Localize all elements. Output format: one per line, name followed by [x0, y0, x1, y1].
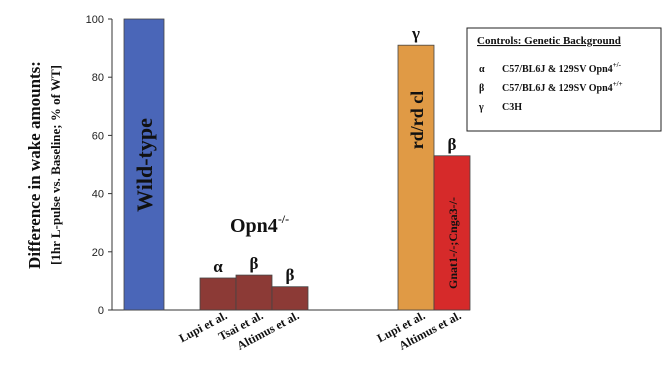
y-axis-label-line2: [1hr L-pulse vs. Baseline; % of WT] [48, 65, 63, 265]
legend-title: Controls: Genetic Background [477, 35, 621, 47]
bar-marker-gnat-altimus: β [448, 135, 457, 154]
bar-wt [123, 18, 165, 311]
legend-entry-label: C3H [502, 102, 522, 113]
legend-symbol: α [479, 64, 485, 75]
legend-entry-sup: +/+ [613, 80, 623, 88]
bar-inner-label-gnat-altimus: Gnat1-/-;Cnga3-/- [446, 197, 460, 289]
legend-symbol: γ [478, 102, 484, 113]
legend-symbol: β [479, 83, 484, 94]
bar-rd-lupi [397, 44, 435, 311]
y-tick-label: 40 [92, 189, 104, 201]
bar-marker-opn-altimus: β [286, 266, 295, 285]
bar-inner-label-wt: Wild-type [132, 118, 157, 212]
group-label-text: Opn4-/- [230, 212, 289, 237]
bar-opn-lupi [199, 277, 237, 311]
bar-marker-opn-lupi: α [213, 257, 223, 276]
y-axis-title: Difference in wake amounts: [1hr L-pulse … [25, 61, 63, 269]
x-category-labels: Lupi et al.Tsai et al.Altimus et al. Lupi… [177, 308, 464, 352]
legend-entry-label: C57/BL6J & 129SV Opn4 [502, 83, 613, 94]
bar-inner-label-rd-lupi: rd/rd cl [407, 91, 427, 150]
legend-entry-text: C3H [502, 102, 522, 113]
legend-entry-text: C57/BL6J & 129SV Opn4+/- [502, 61, 622, 75]
y-tick-label: 0 [98, 305, 104, 317]
bar-marker-rd-lupi: γ [411, 24, 420, 43]
group-label-sup: -/- [278, 212, 289, 226]
y-axis-label-line1: Difference in wake amounts: [25, 61, 44, 269]
y-tick-label: 80 [92, 72, 104, 84]
bar-opn-altimus [271, 286, 309, 311]
y-tick-label: 100 [86, 14, 104, 26]
legend-entry-text: C57/BL6J & 129SV Opn4+/+ [502, 80, 623, 94]
bar-opn-tsai [235, 274, 273, 311]
legend-entry-label: C57/BL6J & 129SV Opn4 [502, 64, 613, 75]
bars: Wild-type α β β γ rd/rd cl β Gnat1-/-;Cnga3-/- [123, 18, 471, 311]
legend-box [466, 27, 662, 132]
group-label-opn4: Opn4-/- [230, 212, 289, 237]
group-label-base: Opn4 [230, 215, 278, 237]
bar-gnat-altimus [433, 155, 471, 311]
legend-entry-sup: +/- [613, 61, 622, 69]
legend: Controls: Genetic Background α C57/BL6J & … [466, 27, 662, 132]
y-tick-label: 60 [92, 130, 104, 142]
y-tick-label: 20 [92, 247, 104, 259]
bar-marker-opn-tsai: β [250, 254, 259, 273]
